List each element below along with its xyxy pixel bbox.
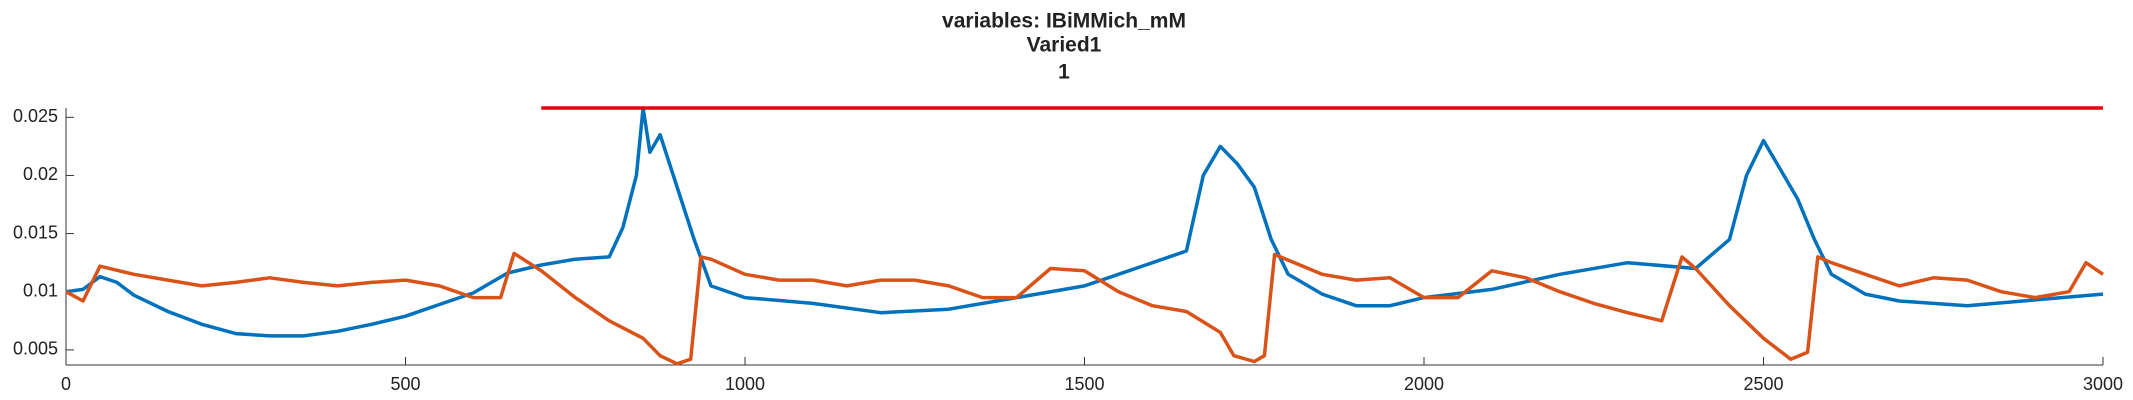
x-tick-label: 0 [61,374,71,394]
x-tick-label: 500 [390,374,420,394]
chart-subtitle: 1 [1058,61,1070,84]
series-line [65,106,2104,338]
y-tick-label: 0.005 [13,339,58,359]
y-tick-label: 0.015 [13,222,58,242]
chart-subtitle: Varied1 [1027,34,1102,57]
y-tick-label: 0.025 [13,106,58,126]
x-tick-label: 2500 [1743,374,1783,394]
x-tick-label: 3000 [2083,374,2123,394]
chart-title: variables: IBiMMich_mM [942,10,1186,33]
x-tick-label: 1000 [725,374,765,394]
y-tick-label: 0.01 [23,280,58,300]
y-tick-label: 0.02 [23,164,58,184]
x-tick-label: 1500 [1064,374,1104,394]
x-tick-label: 2000 [1404,374,1444,394]
series-line [65,251,2104,366]
